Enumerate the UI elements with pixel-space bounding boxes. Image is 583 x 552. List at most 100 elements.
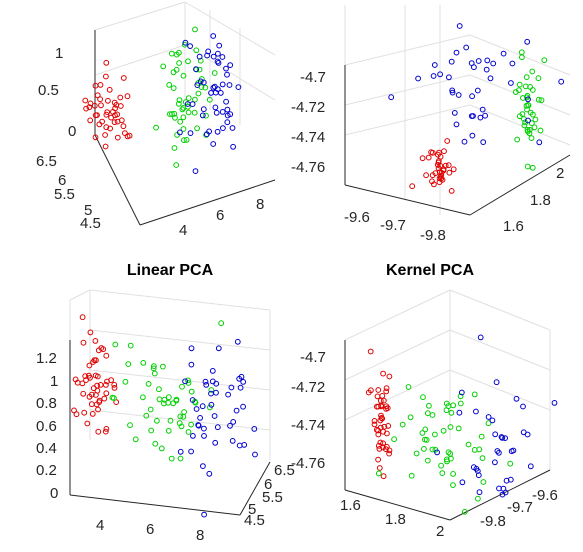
scatter-point-green bbox=[175, 100, 182, 107]
scatter-point-green bbox=[203, 112, 209, 119]
scatter-point-red bbox=[80, 390, 87, 397]
scatter-point-red bbox=[432, 170, 439, 177]
scatter-point-red bbox=[117, 94, 124, 101]
scatter-point-red bbox=[431, 181, 437, 188]
scatter-point-red bbox=[120, 75, 127, 81]
scatter-point-blue bbox=[476, 489, 483, 496]
panel-2-grid bbox=[344, 5, 571, 215]
scatter-point-green bbox=[479, 455, 486, 462]
p2-xtick-98: -9.8 bbox=[420, 227, 446, 244]
scatter-point-red bbox=[373, 426, 380, 433]
scatter-point-green bbox=[471, 391, 478, 398]
scatter-point-blue bbox=[469, 132, 476, 139]
scatter-point-red bbox=[377, 397, 384, 404]
scatter-point-green bbox=[399, 421, 406, 428]
scatter-point-green bbox=[161, 400, 167, 407]
panel-2-ticks: -4.7 -4.72 -4.74 -4.76 -9.6 -9.7 -9.8 2 … bbox=[291, 69, 564, 244]
scatter-point-green bbox=[532, 116, 539, 123]
scatter-point-blue bbox=[431, 62, 438, 68]
scatter-point-green bbox=[206, 96, 213, 103]
scatter-point-green bbox=[166, 82, 173, 88]
scatter-point-green bbox=[177, 413, 184, 420]
scatter-point-red bbox=[93, 392, 99, 398]
scatter-point-red bbox=[88, 401, 95, 408]
scatter-point-blue bbox=[188, 345, 195, 352]
scatter-point-green bbox=[125, 361, 132, 368]
scatter-point-green bbox=[529, 68, 536, 75]
scatter-point-green bbox=[457, 400, 464, 407]
scatter-point-green bbox=[185, 377, 191, 384]
scatter-point-green bbox=[450, 471, 457, 477]
scatter-point-green bbox=[151, 363, 157, 370]
scatter-point-blue bbox=[235, 84, 242, 90]
scatter-point-green bbox=[422, 426, 429, 433]
scatter-point-red bbox=[376, 465, 383, 471]
scatter-point-blue bbox=[212, 104, 219, 111]
scatter-point-blue bbox=[252, 451, 258, 458]
scatter-point-red bbox=[367, 348, 374, 355]
scatter-point-blue bbox=[238, 373, 245, 380]
scatter-point-blue bbox=[225, 391, 232, 398]
scatter-point-blue bbox=[220, 125, 226, 132]
scatter-point-red bbox=[87, 374, 93, 381]
scatter-point-blue bbox=[226, 82, 233, 88]
scatter-point-green bbox=[168, 455, 175, 462]
scatter-point-red bbox=[98, 102, 104, 109]
scatter-point-red bbox=[383, 388, 390, 395]
scatter-point-red bbox=[371, 421, 378, 428]
scatter-point-green bbox=[171, 145, 178, 151]
scatter-point-red bbox=[104, 109, 111, 115]
scatter-point-green bbox=[203, 132, 210, 138]
scatter-point-red bbox=[90, 359, 96, 365]
p1-ytick-45: 4.5 bbox=[80, 215, 101, 232]
scatter-point-green bbox=[421, 446, 427, 452]
scatter-point-blue bbox=[201, 433, 207, 439]
scatter-point-blue bbox=[215, 345, 222, 352]
scatter-point-green bbox=[140, 360, 147, 366]
scatter-point-green bbox=[170, 85, 177, 91]
scatter-point-blue bbox=[240, 379, 247, 385]
scatter-point-red bbox=[101, 395, 108, 402]
scatter-point-blue bbox=[494, 448, 501, 454]
p1-ytick-6: 6 bbox=[58, 172, 66, 189]
scatter-point-blue bbox=[470, 464, 477, 471]
scatter-point-green bbox=[438, 462, 445, 469]
p3-xtick-4: 4 bbox=[96, 517, 104, 534]
scatter-point-blue bbox=[240, 403, 247, 410]
scatter-point-green bbox=[176, 60, 183, 66]
scatter-point-red bbox=[103, 73, 109, 80]
scatter-point-red bbox=[96, 121, 103, 128]
scatter-point-red bbox=[94, 92, 101, 99]
scatter-point-green bbox=[153, 124, 160, 131]
scatter-point-green bbox=[391, 436, 398, 443]
p4-xtick-18: 1.8 bbox=[385, 511, 406, 528]
scatter-point-green bbox=[519, 111, 526, 117]
scatter-point-blue bbox=[484, 57, 491, 64]
scatter-point-red bbox=[376, 446, 383, 452]
scatter-point-green bbox=[521, 122, 528, 129]
scatter-point-red bbox=[91, 102, 98, 109]
scatter-point-green bbox=[423, 437, 430, 443]
scatter-point-red bbox=[111, 381, 118, 388]
scatter-point-green bbox=[485, 420, 492, 427]
scatter-point-blue bbox=[229, 125, 236, 131]
scatter-point-blue bbox=[214, 86, 221, 92]
scatter-point-green bbox=[185, 429, 192, 435]
scatter-point-blue bbox=[214, 128, 221, 135]
scatter-point-blue bbox=[448, 58, 455, 65]
scatter-point-red bbox=[106, 86, 113, 93]
scatter-point-red bbox=[87, 117, 94, 124]
scatter-point-green bbox=[523, 74, 530, 80]
scatter-point-green bbox=[178, 423, 185, 430]
scatter-point-blue bbox=[388, 94, 395, 101]
scatter-point-green bbox=[476, 446, 483, 453]
p1-xtick-4: 4 bbox=[179, 222, 187, 239]
scatter-point-blue bbox=[196, 53, 203, 60]
scatter-point-red bbox=[112, 105, 118, 112]
scatter-point-red bbox=[102, 132, 108, 138]
title-linear-pca: Linear PCA bbox=[127, 262, 214, 279]
scatter-point-green bbox=[516, 81, 523, 88]
scatter-point-blue bbox=[199, 112, 206, 119]
p2-ytick-2: 2 bbox=[556, 165, 564, 182]
panel-4-points bbox=[365, 334, 558, 515]
